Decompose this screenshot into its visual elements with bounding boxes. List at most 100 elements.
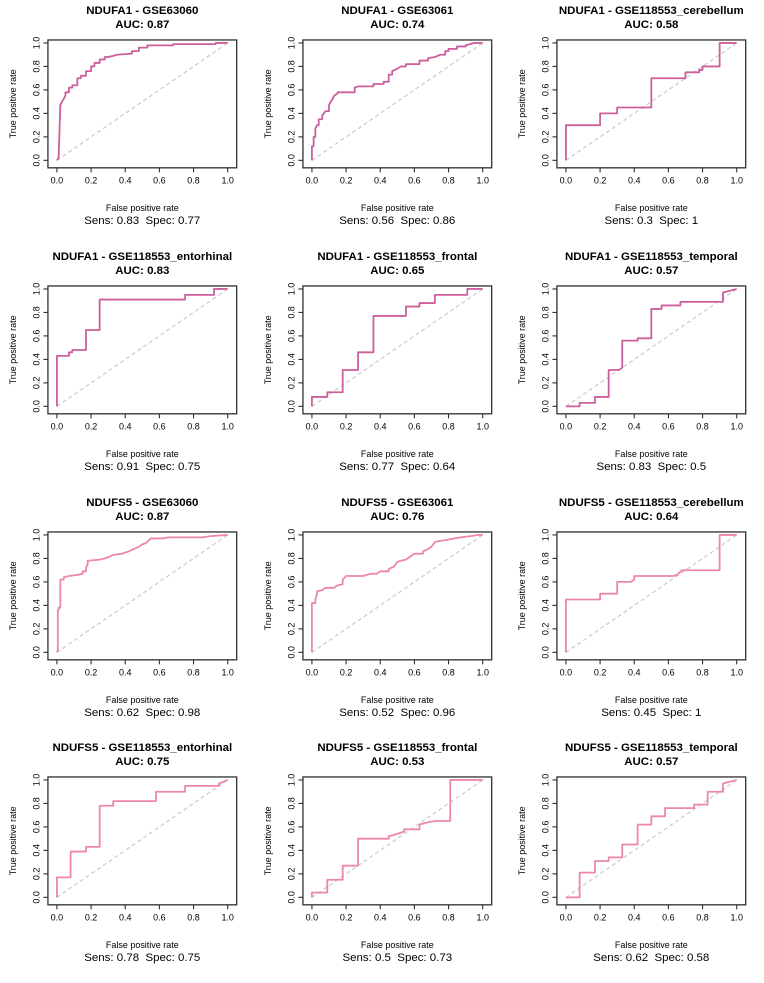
x-tick-label: 0.0 [560,175,572,185]
y-tick-label: 1.0 [31,528,41,540]
x-axis-label: False positive rate [615,449,688,459]
y-tick-label: 0.4 [541,107,551,119]
y-tick-label: 0.0 [541,646,551,658]
x-tick-label: 0.4 [119,913,131,923]
axis-ticks: 0.0 0.2 0.4 0.6 0.8 1.0 0.0 0.2 0.4 0.6 0.8 1.0 [31,774,233,923]
y-axis-label: True positive rate [8,69,18,138]
plot-auc-label: AUC: 0.87 [115,510,169,522]
x-tick-label: 0.8 [442,421,454,431]
x-tick-label: 0.6 [408,175,420,185]
y-tick-label: 0.8 [286,797,296,809]
y-tick-label: 0.4 [541,599,551,611]
y-tick-label: 0.8 [541,306,551,318]
roc-plot-svg: NDUFS5 - GSE63060 AUC: 0.87 0.0 0.2 0.4 0.6… [8,496,238,718]
chance-diagonal-line [311,288,483,407]
x-tick-label: 0.4 [628,421,640,431]
x-tick-label: 1.0 [731,667,743,677]
y-tick-label: 0.2 [541,376,551,388]
plot-auc-label: AUC: 0.65 [370,265,425,277]
plot-box [47,285,238,415]
y-tick-label: 0.6 [286,575,296,587]
y-tick-label: 0.4 [31,107,41,119]
roc-plot: NDUFA1 - GSE118553_entorhinal AUC: 0.83 … [0,246,255,492]
y-tick-label: 0.6 [31,84,41,96]
plot-auc-label: AUC: 0.75 [115,756,170,768]
x-tick-label: 0.2 [340,421,352,431]
y-tick-label: 0.0 [541,891,551,903]
axis-ticks: 0.0 0.2 0.4 0.6 0.8 1.0 0.0 0.2 0.4 0.6 0.8 1.0 [286,774,489,923]
plot-box [556,776,747,906]
sens-spec-label: Sens: 0.45 Spec: 1 [602,706,702,718]
roc-curve [566,779,738,899]
y-tick-label: 0.4 [286,599,296,611]
y-tick-label: 0.6 [31,821,41,833]
y-tick-label: 0.6 [286,329,296,341]
roc-curve [566,287,738,407]
plot-title: NDUFA1 - GSE118553_temporal [565,251,738,263]
roc-curve [565,533,738,652]
x-tick-label: 0.8 [697,421,709,431]
y-tick-label: 1.0 [286,774,296,786]
y-tick-label: 0.8 [541,60,551,72]
chance-diagonal-line [56,42,229,161]
y-tick-label: 0.4 [541,844,551,856]
y-tick-label: 0.0 [286,891,296,903]
x-tick-label: 1.0 [221,913,233,923]
plot-auc-label: AUC: 0.74 [370,19,425,31]
x-tick-label: 0.2 [594,913,606,923]
y-tick-label: 0.0 [286,400,296,412]
x-axis-label: False positive rate [361,203,434,213]
y-tick-label: 0.8 [31,552,41,564]
y-tick-label: 0.4 [31,844,41,856]
plot-auc-label: AUC: 0.76 [370,510,424,522]
x-tick-label: 0.2 [85,175,97,185]
plot-box [301,530,493,660]
y-tick-label: 1.0 [31,774,41,786]
x-tick-label: 1.0 [221,421,233,431]
plot-box [301,285,493,415]
x-tick-label: 0.8 [697,175,709,185]
x-axis-label: False positive rate [615,203,688,213]
plot-auc-label: AUC: 0.83 [115,265,169,277]
roc-plot: NDUFA1 - GSE63061 AUC: 0.74 0.0 0.2 0.4 0.6… [255,0,510,246]
y-tick-label: 0.6 [541,575,551,587]
y-tick-label: 1.0 [31,37,41,49]
plot-title: NDUFA1 - GSE63061 [341,5,454,17]
chance-diagonal-line [565,288,738,407]
roc-plot-svg: NDUFA1 - GSE118553_entorhinal AUC: 0.83 … [8,251,238,473]
plot-box [301,776,493,906]
plot-auc-label: AUC: 0.57 [625,756,679,768]
y-tick-label: 1.0 [286,37,296,49]
axis-ticks: 0.0 0.2 0.4 0.6 0.8 1.0 0.0 0.2 0.4 0.6 0.8 1.0 [541,774,744,923]
y-tick-label: 0.8 [286,552,296,564]
x-axis-label: False positive rate [361,449,434,459]
y-tick-label: 0.2 [31,622,41,634]
y-tick-label: 0.8 [541,552,551,564]
y-axis-label: True positive rate [263,315,273,384]
x-tick-label: 0.0 [560,667,572,677]
x-axis-label: False positive rate [615,694,688,704]
axis-ticks: 0.0 0.2 0.4 0.6 0.8 1.0 0.0 0.2 0.4 0.6 0.8 1.0 [286,282,489,431]
sens-spec-label: Sens: 0.5 Spec: 0.73 [342,952,452,964]
sens-spec-label: Sens: 0.77 Spec: 0.64 [339,461,456,473]
roc-plot: NDUFA1 - GSE118553_frontal AUC: 0.65 0.0… [255,246,510,492]
plot-title: NDUFS5 - GSE118553_entorhinal [52,742,232,754]
y-tick-label: 0.6 [541,329,551,341]
y-tick-label: 0.6 [286,821,296,833]
x-axis-label: False positive rate [106,694,179,704]
plot-title: NDUFA1 - GSE63060 [86,5,198,17]
y-axis-label: True positive rate [263,807,273,876]
roc-curve [565,42,738,161]
plot-title: NDUFS5 - GSE63061 [341,496,454,508]
chance-diagonal-line [56,779,229,899]
x-tick-label: 0.0 [305,421,317,431]
y-tick-label: 0.4 [541,353,551,365]
x-tick-label: 0.6 [408,421,420,431]
plot-box [556,530,747,660]
roc-curve [56,287,228,407]
x-tick-label: 0.6 [662,667,674,677]
plot-box [47,39,238,169]
y-tick-label: 0.8 [31,797,41,809]
chance-diagonal-line [565,533,738,653]
